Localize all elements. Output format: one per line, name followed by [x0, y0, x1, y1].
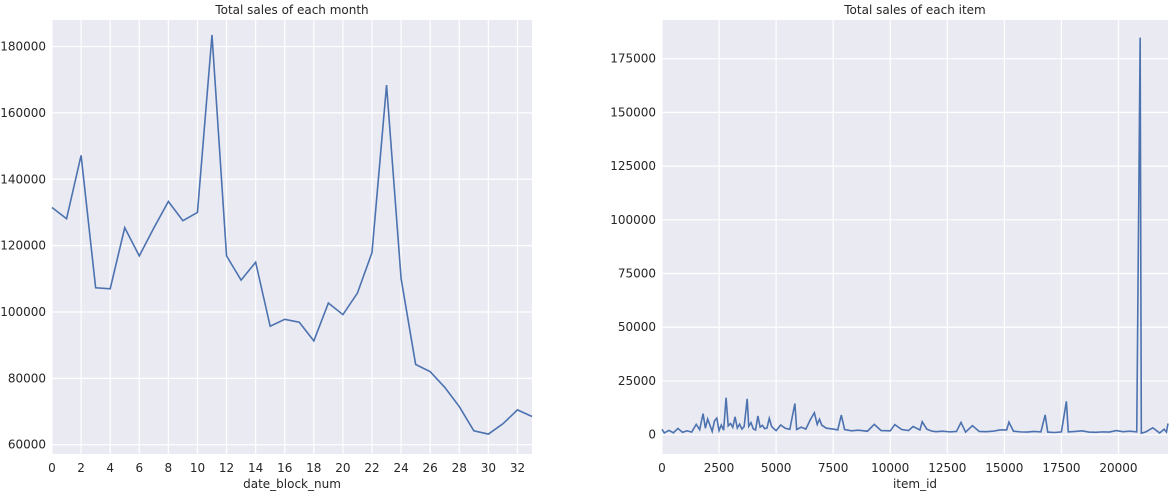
x-tick-label-monthly: 26 [423, 461, 438, 475]
plot-area-items [662, 20, 1168, 454]
gridlines-monthly [51, 20, 532, 454]
x-tick-label-items: 17500 [1042, 461, 1080, 475]
series-line-item-sales [661, 37, 1169, 435]
chart-monthly-sales: 0 2 4 6 8 10 12 14 16 18 20 22 24 26 28 30 32 6000080000… [0, 3, 533, 491]
x-tick-label-items: 10000 [871, 461, 909, 475]
gridlines-items [661, 20, 1168, 454]
x-tick-label-monthly: 22 [364, 461, 379, 475]
x-tick-labels-items: 0 2500 5000 7500 10000 12500 15000 17500 20000 [658, 461, 1137, 475]
y-tick-label-items: 25000 [618, 374, 656, 388]
x-axis-label-items: item_id [893, 477, 937, 491]
x-tick-label-monthly: 2 [77, 461, 85, 475]
x-tick-label-monthly: 14 [248, 461, 263, 475]
x-tick-label-items: 12500 [928, 461, 966, 475]
x-tick-label-items: 7500 [818, 461, 849, 475]
x-tick-label-items: 2500 [704, 461, 735, 475]
x-tick-labels-monthly: 0 2 4 6 8 10 12 14 16 18 20 22 24 26 28 30 32 [48, 461, 525, 475]
y-tick-label-items: 150000 [610, 105, 656, 119]
chart-title-monthly: Total sales of each month [214, 3, 368, 17]
x-tick-label-items: 15000 [985, 461, 1023, 475]
y-tick-label-monthly: 180000 [0, 40, 46, 54]
series-line-monthly-sales [51, 34, 533, 435]
chart-title-items: Total sales of each item [843, 3, 985, 17]
y-tick-label-items: 125000 [610, 159, 656, 173]
y-tick-labels-items: 0 25000 50000 75000 100000 125000 150000 175000 [610, 52, 656, 442]
y-tick-label-items: 100000 [610, 213, 656, 227]
x-tick-label-monthly: 8 [165, 461, 173, 475]
y-tick-label-monthly: 100000 [0, 305, 46, 319]
y-tick-label-monthly: 160000 [0, 106, 46, 120]
x-tick-label-monthly: 30 [481, 461, 496, 475]
x-tick-label-items: 0 [658, 461, 666, 475]
x-tick-label-monthly: 32 [510, 461, 525, 475]
x-tick-label-monthly: 18 [306, 461, 321, 475]
x-axis-label-monthly: date_block_num [243, 477, 341, 491]
x-tick-label-monthly: 6 [135, 461, 143, 475]
x-tick-label-monthly: 10 [190, 461, 205, 475]
y-tick-label-items: 0 [648, 428, 656, 442]
y-tick-label-items: 50000 [618, 320, 656, 334]
y-tick-label-monthly: 60000 [8, 438, 46, 452]
y-tick-labels-monthly: 60000 80000 100000 120000 140000 160000 180000 [0, 40, 46, 452]
x-tick-label-items: 5000 [761, 461, 792, 475]
x-tick-label-monthly: 28 [452, 461, 467, 475]
chart-item-sales: 0 2500 5000 7500 10000 12500 15000 17500 20000 0… [610, 3, 1169, 491]
x-tick-label-monthly: 16 [277, 461, 292, 475]
plot-area-monthly [52, 20, 532, 454]
y-tick-label-monthly: 80000 [8, 371, 46, 385]
x-tick-label-items: 20000 [1099, 461, 1137, 475]
x-tick-label-monthly: 20 [335, 461, 350, 475]
x-tick-label-monthly: 0 [48, 461, 56, 475]
y-tick-label-monthly: 140000 [0, 172, 46, 186]
x-tick-label-monthly: 24 [393, 461, 408, 475]
y-tick-label-monthly: 120000 [0, 239, 46, 253]
x-tick-label-monthly: 4 [106, 461, 114, 475]
x-tick-label-monthly: 12 [219, 461, 234, 475]
y-tick-label-items: 175000 [610, 52, 656, 66]
y-tick-label-items: 75000 [618, 267, 656, 281]
